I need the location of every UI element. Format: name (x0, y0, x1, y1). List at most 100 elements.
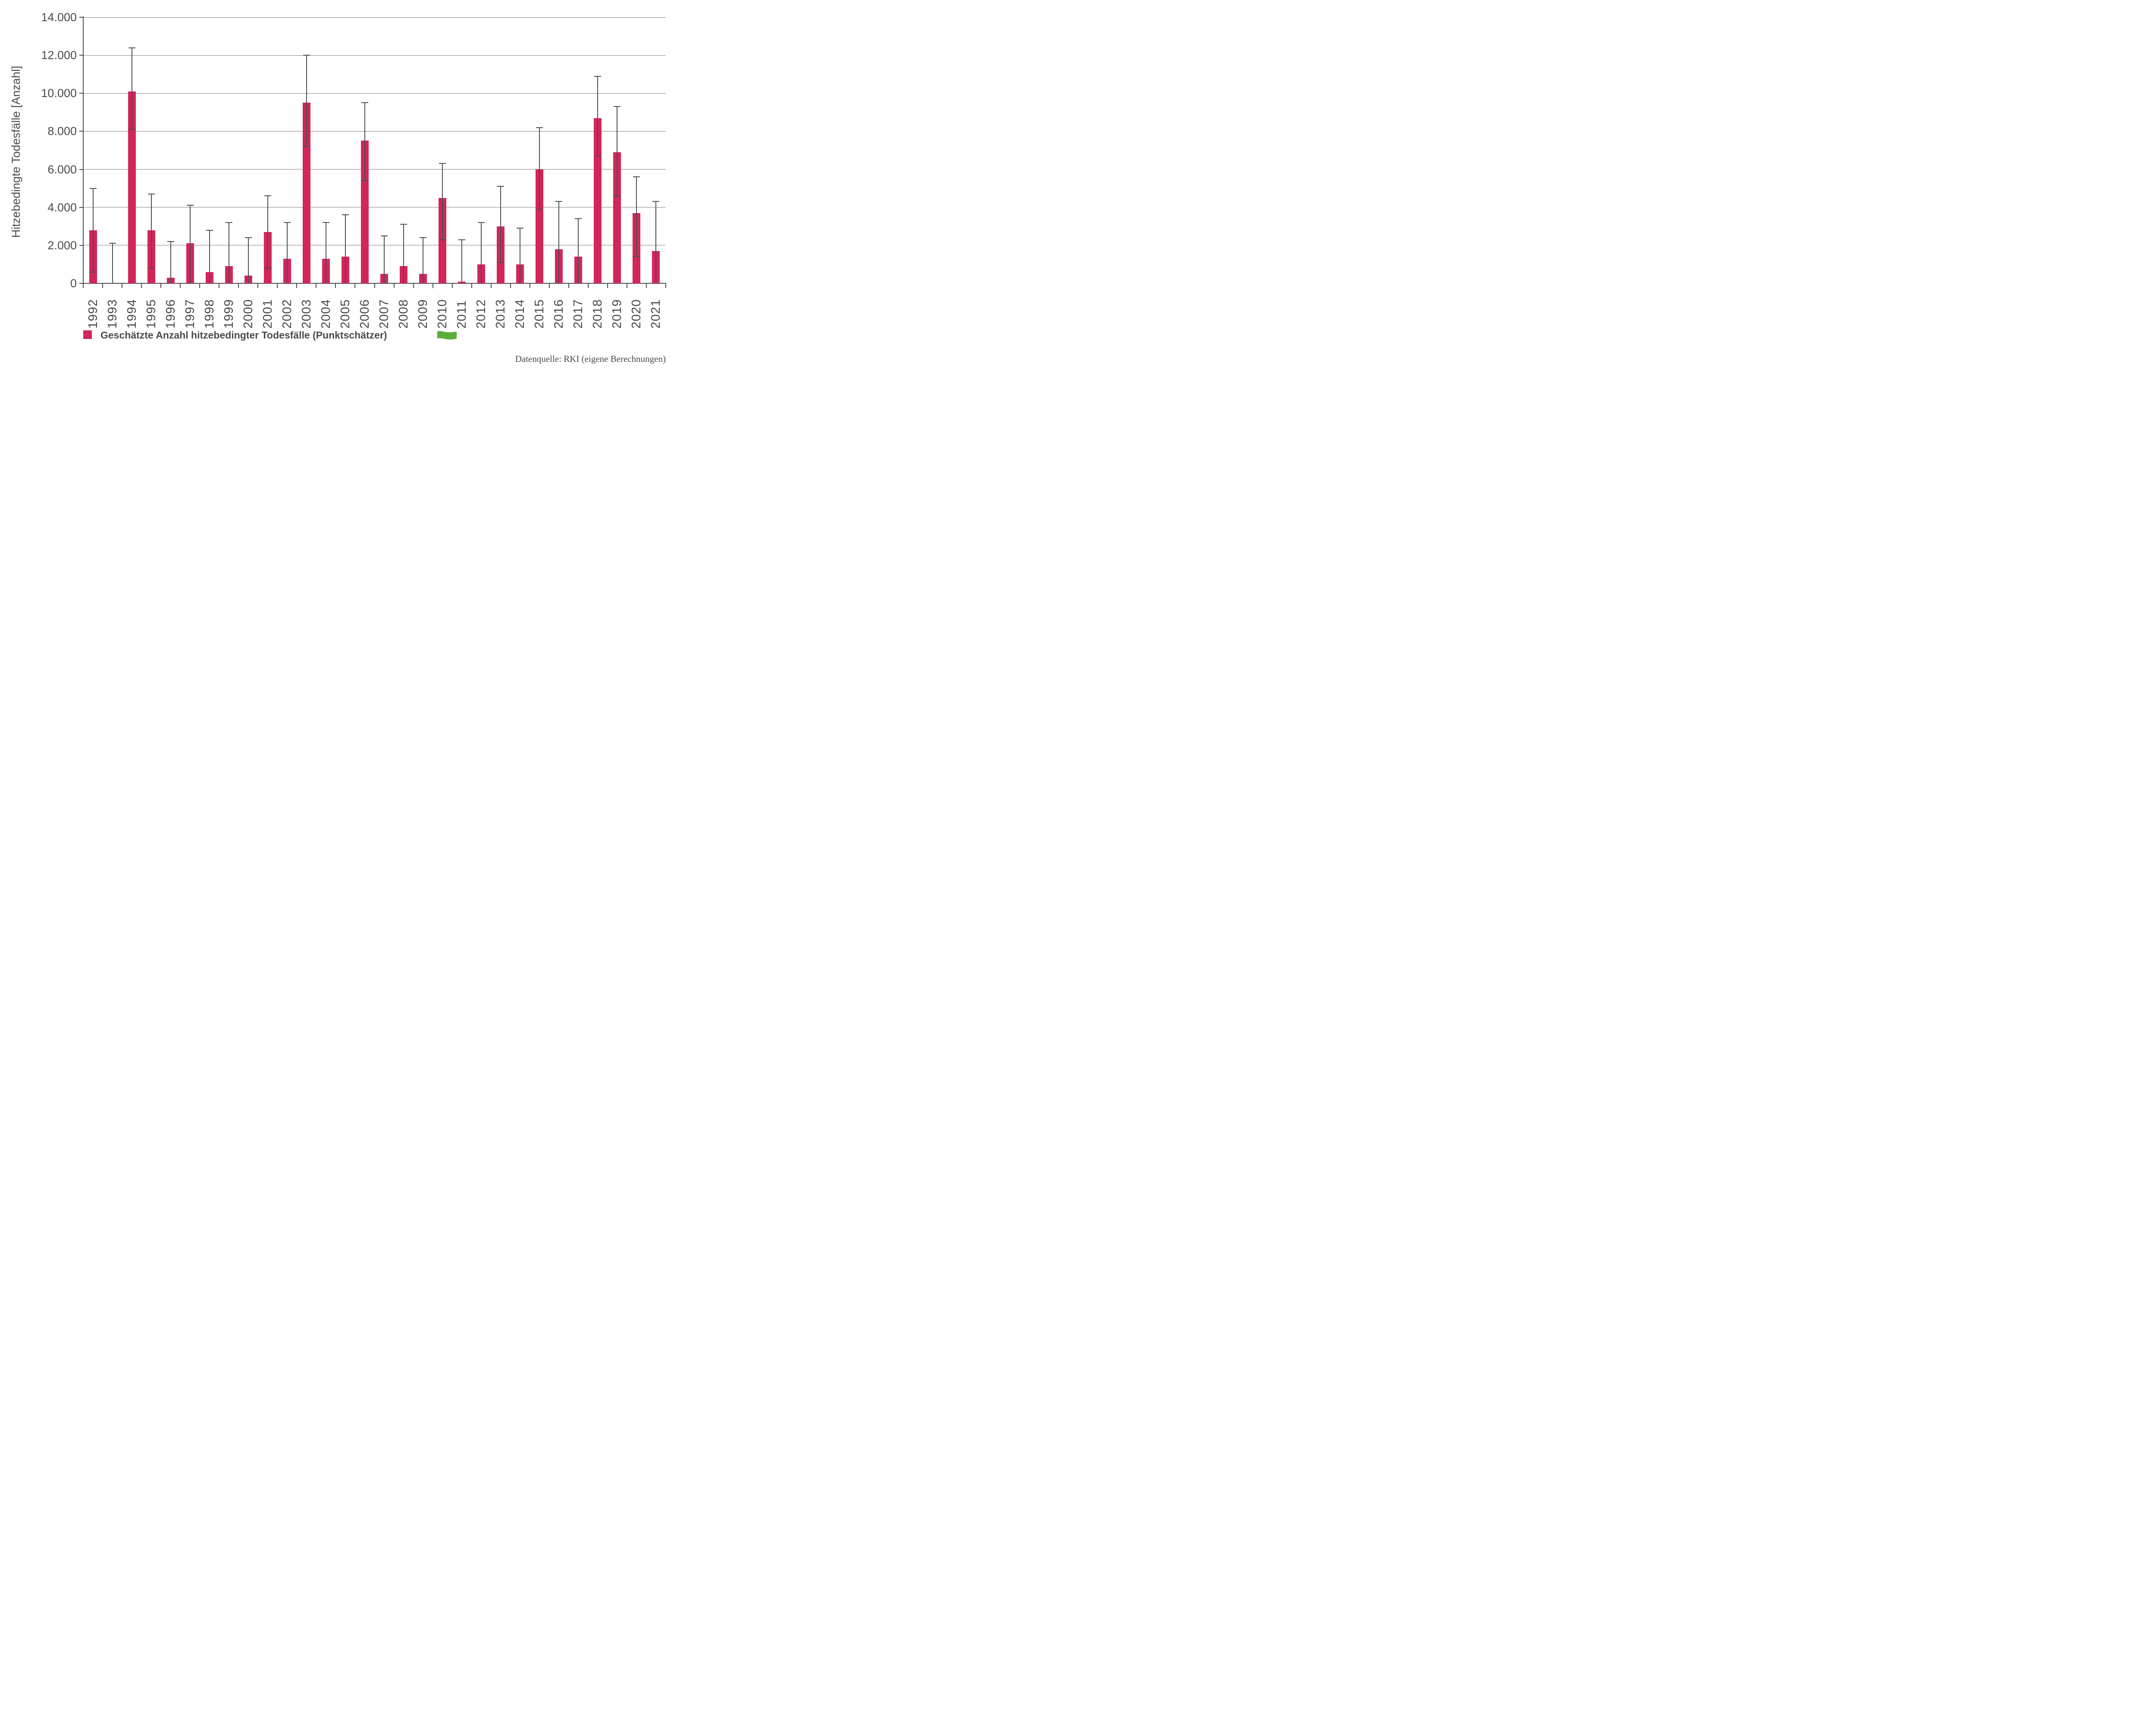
error-bar-1995 (150, 194, 152, 268)
error-cap-high-2009 (420, 237, 427, 238)
x-axis-line (83, 283, 666, 284)
error-cap-high-2010 (439, 163, 446, 164)
error-bar-1998 (209, 230, 210, 283)
error-cap-high-2021 (652, 201, 660, 202)
x-tick-label-2016: 2016 (552, 299, 566, 329)
x-tick-mark-0 (83, 284, 84, 288)
y-tick-label-8000: 8.000 (47, 125, 77, 138)
x-tick-label-2019: 2019 (610, 299, 624, 329)
x-tick-label-2009: 2009 (416, 299, 430, 329)
y-tick-mark-0 (79, 283, 83, 284)
x-tick-mark-24 (548, 284, 550, 288)
y-tick-mark-2000 (79, 245, 83, 246)
y-tick-label-2000: 2.000 (47, 238, 77, 252)
data-source-note: Datenquelle: RKI (eigene Berechnungen) (515, 354, 666, 364)
error-cap-low-1994 (128, 129, 135, 130)
error-cap-low-2019 (614, 195, 621, 197)
x-tick-label-2017: 2017 (571, 299, 586, 329)
error-cap-high-2019 (614, 106, 621, 107)
error-bar-2000 (248, 238, 249, 283)
error-cap-high-2013 (497, 186, 505, 187)
y-tick-label-12000: 12.000 (41, 49, 77, 62)
x-tick-mark-30 (665, 284, 666, 288)
gridline-14000 (83, 17, 666, 18)
bar-2018 (594, 118, 602, 283)
x-tick-mark-27 (607, 284, 608, 288)
y-tick-mark-10000 (79, 93, 83, 94)
error-bar-2010 (442, 163, 443, 240)
error-bar-2018 (597, 76, 599, 156)
error-bar-2015 (539, 127, 540, 210)
x-tick-mark-22 (510, 284, 511, 288)
y-tick-label-0: 0 (70, 277, 77, 290)
error-cap-high-2001 (264, 195, 271, 197)
legend-label: Geschätzte Anzahl hitzebedingter Todesfä… (100, 329, 387, 341)
error-bar-2011 (461, 239, 463, 283)
error-bar-2005 (345, 215, 346, 283)
x-tick-label-2012: 2012 (474, 299, 489, 329)
x-tick-mark-11 (296, 284, 298, 288)
error-cap-high-1998 (206, 229, 213, 231)
x-tick-label-2003: 2003 (299, 299, 313, 329)
x-tick-label-2021: 2021 (649, 299, 663, 329)
bar-2003 (302, 103, 310, 283)
error-bar-2001 (267, 196, 268, 268)
error-bar-2003 (306, 55, 307, 147)
x-tick-mark-5 (180, 284, 181, 288)
x-tick-mark-21 (490, 284, 492, 288)
x-tick-label-1999: 1999 (222, 299, 236, 329)
x-tick-mark-18 (432, 284, 433, 288)
bar-2006 (360, 141, 369, 283)
gridline-12000 (83, 55, 666, 56)
error-cap-high-1992 (89, 188, 97, 189)
x-tick-mark-8 (238, 284, 239, 288)
x-tick-label-2007: 2007 (377, 299, 392, 329)
x-tick-label-2013: 2013 (494, 299, 508, 329)
x-tick-mark-4 (160, 284, 162, 288)
x-tick-label-2004: 2004 (319, 299, 333, 329)
x-tick-mark-16 (393, 284, 395, 288)
error-bar-1996 (170, 242, 171, 283)
y-axis-line (83, 16, 84, 284)
x-tick-mark-26 (587, 284, 589, 288)
error-cap-low-1995 (147, 267, 155, 269)
x-tick-mark-29 (646, 284, 647, 288)
error-bar-2002 (286, 222, 288, 283)
y-tick-mark-4000 (79, 207, 83, 208)
error-cap-high-2011 (458, 239, 466, 240)
error-cap-high-2017 (575, 218, 582, 220)
error-cap-high-1995 (147, 193, 155, 195)
x-tick-mark-20 (471, 284, 472, 288)
y-tick-mark-12000 (79, 55, 83, 56)
error-cap-high-2015 (536, 127, 543, 128)
chart-plot-area: 0 2.000 4.000 6.000 8.000 10.000 12.000 14.000 1… (0, 0, 676, 371)
error-cap-low-2010 (439, 239, 446, 240)
y-tick-mark-6000 (79, 169, 83, 170)
error-cap-low-2001 (264, 267, 271, 269)
x-tick-label-2018: 2018 (591, 299, 605, 329)
error-cap-high-1999 (225, 222, 232, 223)
bar-2015 (536, 169, 544, 283)
error-cap-low-2018 (594, 155, 602, 157)
error-bar-1992 (92, 188, 94, 272)
y-tick-mark-14000 (79, 17, 83, 18)
error-bar-2008 (403, 224, 404, 283)
bar-2010 (439, 198, 447, 283)
x-tick-label-2015: 2015 (533, 299, 547, 329)
gridline-10000 (83, 93, 666, 94)
x-tick-label-1994: 1994 (125, 299, 139, 329)
bar-2019 (613, 152, 621, 283)
error-cap-high-1993 (109, 243, 116, 244)
error-cap-high-2014 (517, 228, 524, 229)
x-tick-label-2010: 2010 (436, 299, 450, 329)
legend-marker-swatch (83, 330, 92, 339)
x-tick-label-2006: 2006 (357, 299, 372, 329)
error-cap-low-1992 (89, 271, 97, 273)
x-tick-mark-1 (102, 284, 103, 288)
x-tick-mark-9 (257, 284, 259, 288)
error-cap-low-2006 (361, 180, 368, 181)
y-tick-label-14000: 14.000 (41, 11, 77, 24)
error-cap-high-2018 (594, 75, 602, 77)
x-tick-label-2014: 2014 (513, 299, 527, 329)
x-tick-mark-12 (316, 284, 317, 288)
